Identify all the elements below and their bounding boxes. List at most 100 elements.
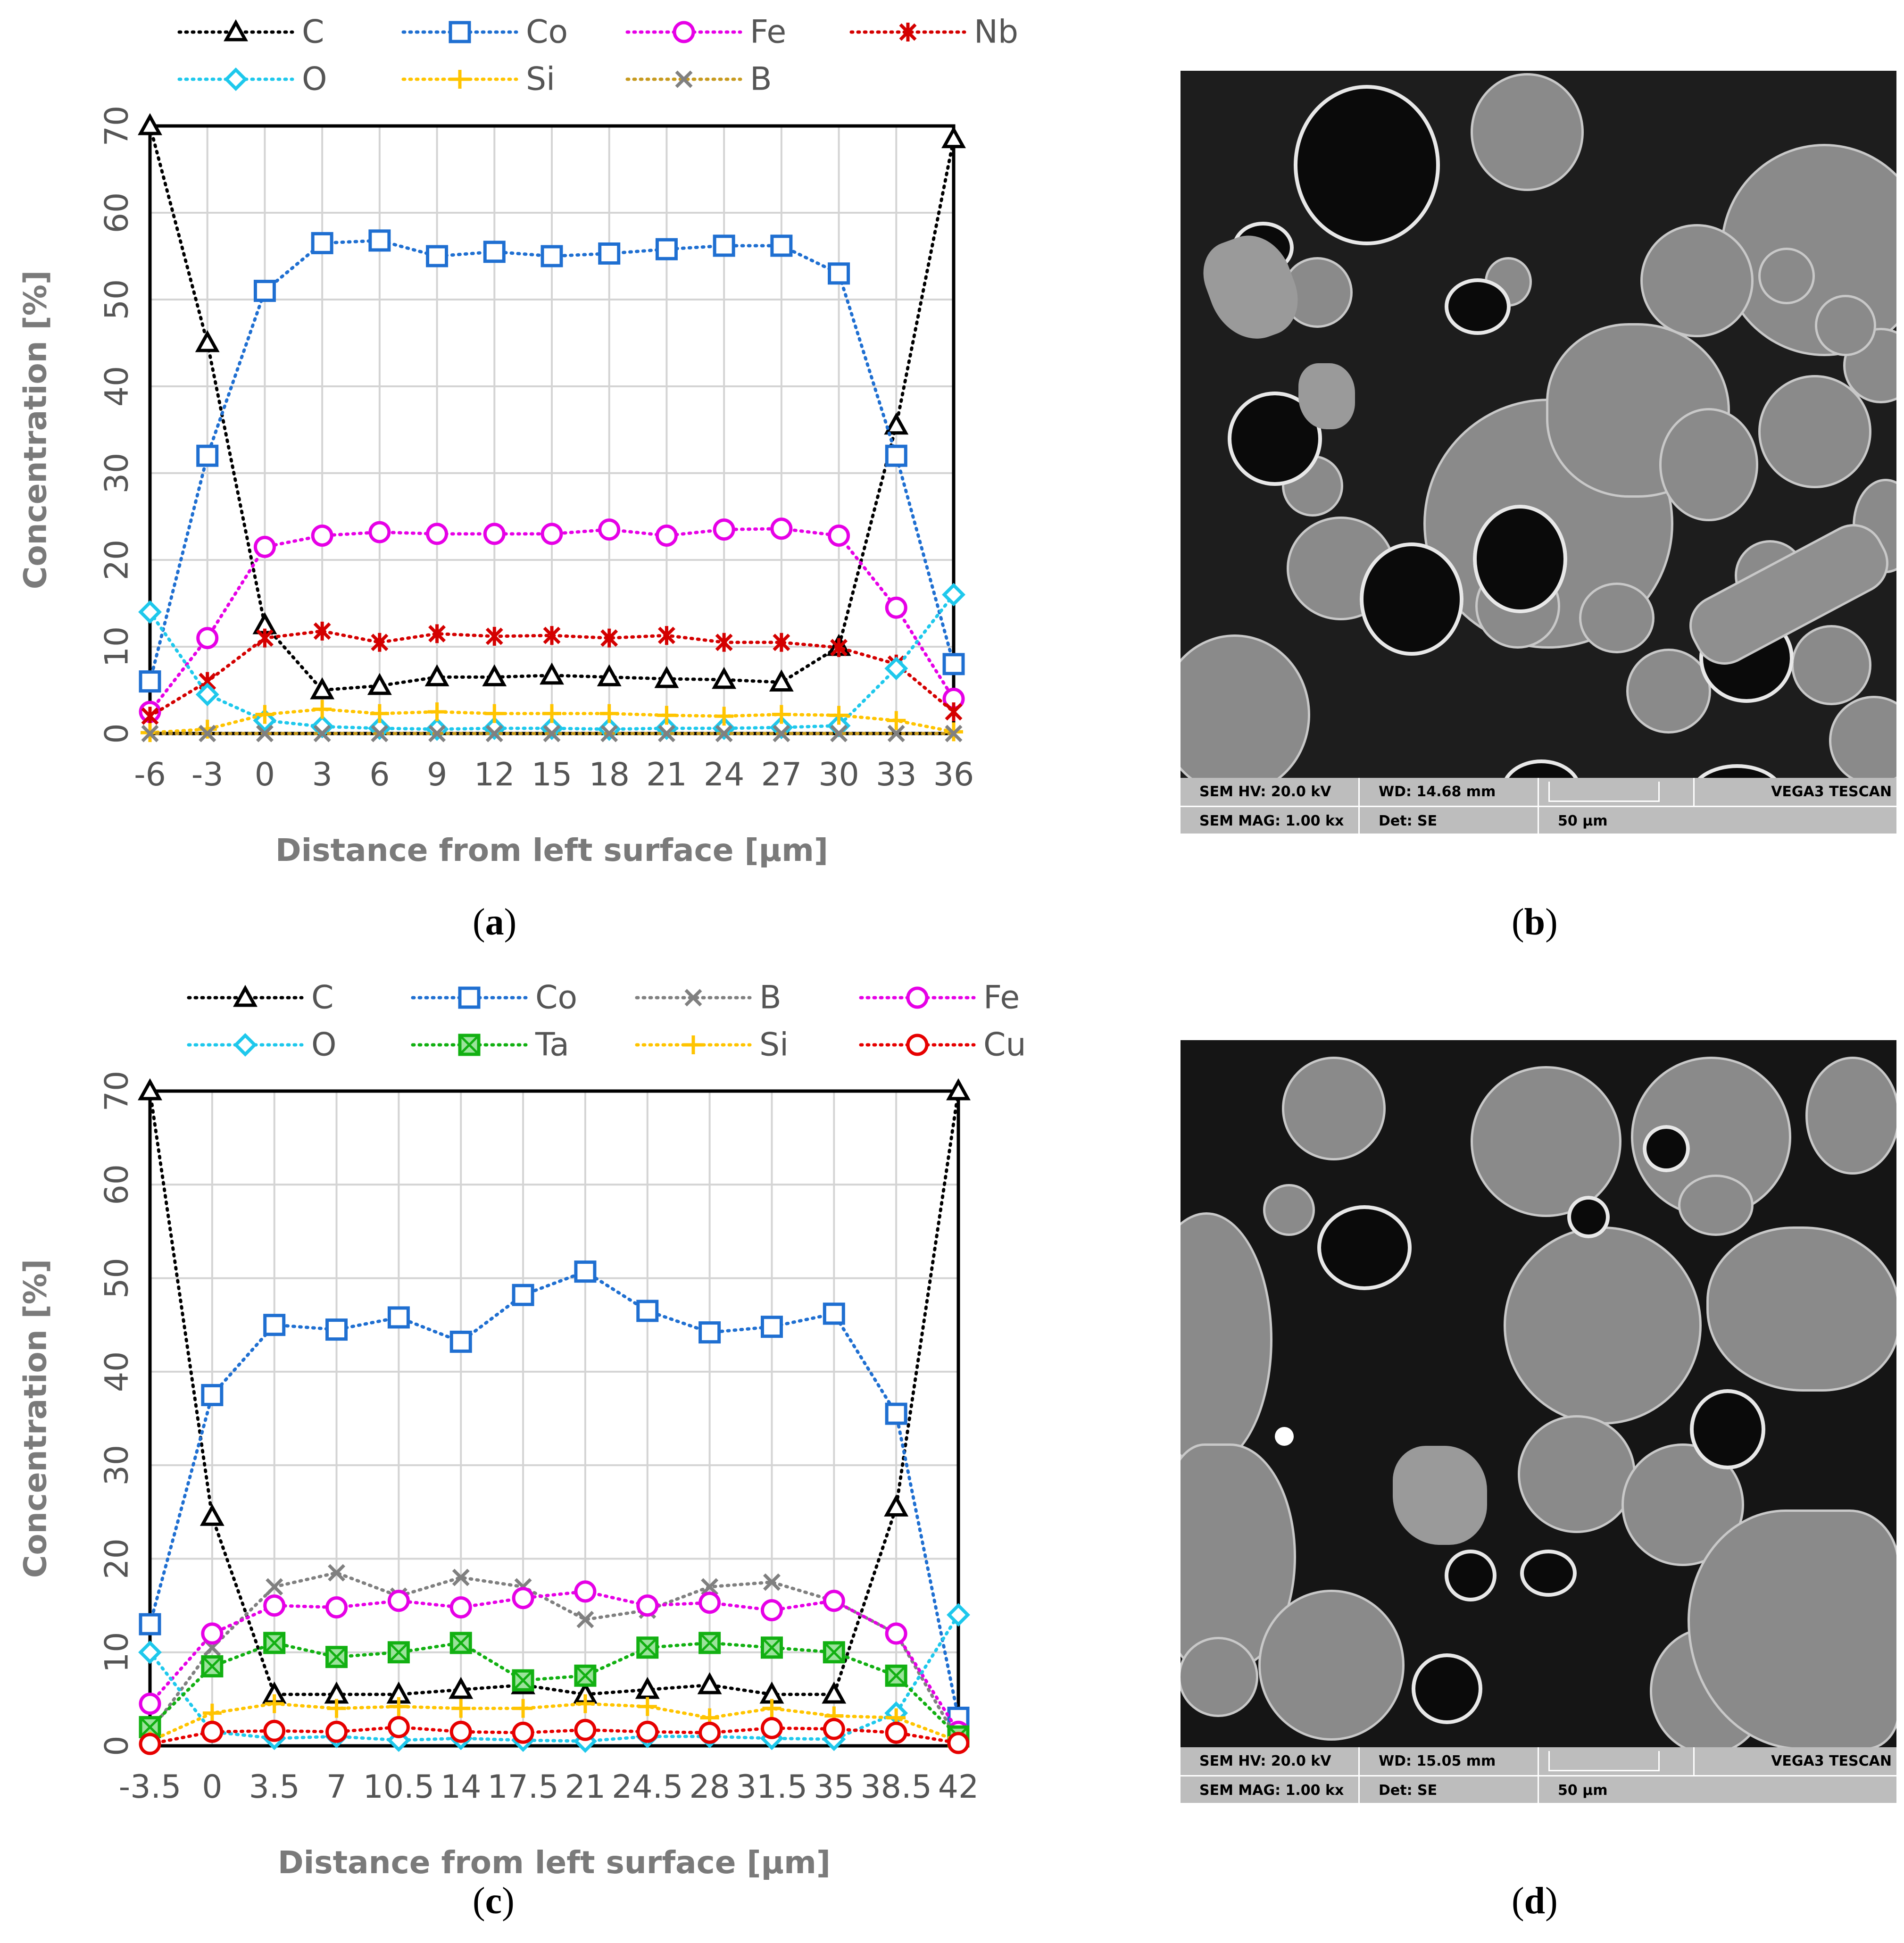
- sem-det-b: Det: SE: [1360, 806, 1539, 834]
- legend-label: C: [311, 979, 333, 1017]
- point-b: [657, 725, 675, 742]
- x-tick-label: 12: [474, 756, 515, 793]
- x-tick-label: 31.5: [736, 1768, 807, 1806]
- point-si: [638, 1697, 657, 1716]
- legend-item-o: O: [177, 61, 327, 98]
- point-o: [138, 600, 162, 624]
- legend-marker-o: [224, 67, 248, 91]
- x-tick-label: 38.5: [860, 1768, 931, 1806]
- sem-image-b: SEM HV: 20.0 kV WD: 14.68 mm VEGA3 TESCA…: [1181, 71, 1896, 834]
- chart-c: 0 10 20 30 40 50 60 70 -3.5 0 3.5 7 10.5 14 17.5 21 24.5…: [17, 979, 1026, 1881]
- point-ta: [263, 1632, 286, 1654]
- point-si: [575, 1694, 595, 1713]
- point-ta: [885, 1664, 907, 1687]
- legend-label: Ta: [535, 1026, 569, 1064]
- point-fe: [655, 524, 678, 547]
- point-nb: [371, 633, 389, 652]
- point-fe: [253, 535, 276, 558]
- point-b: [266, 1578, 283, 1596]
- point-fe: [823, 1590, 845, 1612]
- point-co: [713, 234, 735, 257]
- series-b: [141, 725, 963, 742]
- point-co: [449, 1330, 472, 1353]
- legend-item-b: B: [625, 61, 772, 98]
- y-axis-label: Concentration [%]: [17, 270, 54, 589]
- point-nb: [773, 633, 790, 652]
- x-tick-label: 21: [565, 1768, 606, 1806]
- point-ta: [512, 1669, 534, 1692]
- point-nb: [428, 624, 446, 643]
- point-fe: [263, 1594, 286, 1617]
- legend-marker-c: [224, 19, 248, 42]
- point-b: [328, 1564, 346, 1582]
- point-co: [823, 1302, 845, 1325]
- point-si: [427, 702, 447, 721]
- point-co: [885, 1402, 907, 1425]
- panel-label-c: (c): [473, 1880, 515, 1922]
- point-co: [196, 444, 219, 467]
- legend-marker-b: [675, 70, 693, 88]
- point-si: [542, 704, 561, 723]
- series-ta: [139, 1632, 970, 1748]
- point-b: [715, 725, 733, 742]
- x-tick-label: 7: [326, 1768, 347, 1806]
- point-c: [367, 673, 392, 695]
- point-nb: [657, 626, 675, 645]
- point-fe: [636, 1594, 659, 1617]
- x-tick-label: 0: [255, 756, 275, 793]
- point-fe: [387, 1590, 410, 1612]
- y-tick-label: 20: [99, 1538, 136, 1579]
- point-cu: [947, 1732, 970, 1754]
- point-c: [597, 664, 622, 686]
- point-si: [514, 1699, 533, 1718]
- series-cu: [139, 1716, 970, 1755]
- legend-item-si: Si: [401, 61, 555, 98]
- point-co: [483, 241, 506, 263]
- point-cu: [325, 1720, 348, 1743]
- point-co: [387, 1306, 410, 1329]
- sem-scale-bar-d: [1539, 1747, 1695, 1775]
- point-co: [636, 1300, 659, 1322]
- legend-marker-co: [449, 21, 471, 43]
- x-tick-label: 17.5: [487, 1768, 558, 1806]
- point-nb: [830, 638, 848, 657]
- point-si: [715, 707, 734, 726]
- point-cu: [698, 1721, 721, 1744]
- point-co: [698, 1321, 721, 1344]
- point-c: [195, 330, 220, 352]
- legend-label: Nb: [974, 14, 1018, 51]
- panel-label-d: (d): [1512, 1880, 1558, 1922]
- legend-marker-cu: [906, 1034, 929, 1056]
- point-fe: [139, 1693, 161, 1715]
- x-tick-label: -3: [191, 756, 224, 793]
- point-co: [942, 653, 965, 675]
- point-b: [543, 725, 561, 742]
- legend-marker-fe: [906, 986, 929, 1009]
- legend-marker-nb: [899, 23, 917, 42]
- point-o: [138, 1640, 162, 1664]
- point-c: [310, 677, 335, 700]
- x-tick-label: 33: [876, 756, 917, 793]
- legend-item-c: C: [177, 14, 324, 51]
- point-cu: [574, 1718, 597, 1741]
- legend-marker-c: [233, 984, 258, 1007]
- sem-det-d: Det: SE: [1360, 1775, 1539, 1803]
- x-tick-label: 35: [814, 1768, 855, 1806]
- panel-label-a: (a): [473, 901, 517, 943]
- legend-item-nb: Nb: [849, 14, 1018, 51]
- point-ta: [636, 1636, 659, 1659]
- x-tick-label: 18: [589, 756, 630, 793]
- point-b: [887, 725, 905, 742]
- x-axis-label: Distance from left surface [µm]: [278, 1844, 831, 1881]
- x-tick-label: 36: [933, 756, 974, 793]
- point-b: [141, 725, 159, 742]
- point-b: [701, 1578, 719, 1596]
- x-tick-label: 9: [427, 756, 447, 793]
- point-si: [327, 1699, 346, 1718]
- point-c: [946, 1078, 971, 1101]
- legend-marker-fe: [673, 21, 695, 43]
- point-si: [657, 706, 676, 725]
- point-co: [655, 238, 678, 260]
- y-tick-label: 50: [99, 1258, 136, 1299]
